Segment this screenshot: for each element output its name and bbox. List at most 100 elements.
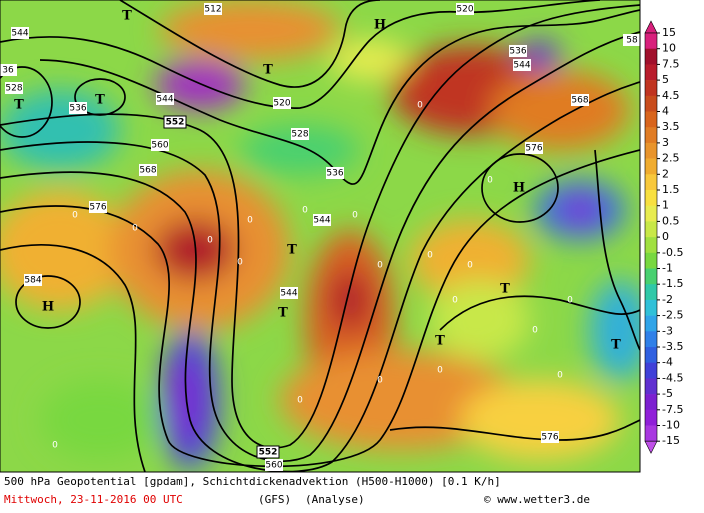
colorbar-label: 1.5	[662, 183, 680, 196]
colorbar-segment	[645, 252, 657, 269]
contour-label: 528	[5, 84, 22, 94]
contour-label: 576	[525, 144, 542, 154]
zero-label: 0	[377, 261, 383, 271]
zero-label: 0	[72, 211, 78, 221]
colorbar-segment	[645, 64, 657, 81]
colorbar-segment	[645, 394, 657, 411]
colorbar-segment	[645, 33, 657, 49]
colorbar-segment	[645, 80, 657, 97]
colorbar-segment	[645, 48, 657, 65]
zero-label: 0	[417, 101, 423, 111]
colorbar-segment	[645, 378, 657, 395]
colorbar-segment	[645, 158, 657, 175]
contour-label-bg	[89, 201, 107, 213]
high-marker: H	[42, 300, 54, 315]
zero-label: 0	[302, 206, 308, 216]
contour-label: 544	[280, 289, 297, 299]
contour-label-bg	[541, 431, 559, 443]
contour-label-bg	[5, 82, 23, 94]
colorbar-label: -1	[662, 262, 673, 275]
contour-label: 520	[456, 5, 473, 15]
colorbar-segment	[645, 174, 657, 191]
zero-label: 0	[437, 366, 443, 376]
contour-label: 560	[151, 141, 168, 151]
colorbar-label: 7.5	[662, 57, 680, 70]
contour-label-bg	[513, 59, 531, 71]
zero-label: 0	[52, 441, 58, 451]
zero-label: 0	[467, 261, 473, 271]
contour-label: 584	[24, 276, 41, 286]
contour-label-bg	[139, 164, 157, 176]
contour-label: 58	[626, 36, 638, 46]
contour-label-bg	[24, 274, 42, 286]
low-marker: T	[287, 243, 297, 258]
contour-label: 536	[69, 104, 86, 114]
contour-label-bg	[204, 3, 222, 15]
contour-label-bg	[623, 34, 640, 46]
contour-label-bg	[509, 45, 527, 57]
colorbar-segment	[645, 409, 657, 426]
colorbar-segment	[645, 127, 657, 144]
colorbar-cap	[644, 440, 658, 454]
zero-label: 0	[532, 326, 538, 336]
colorbar-label: -3.5	[662, 340, 683, 353]
colorbar-label: 0	[662, 230, 669, 243]
colorbar-label: 4	[662, 105, 669, 118]
zero-label: 0	[132, 224, 138, 234]
colorbar-label: -4.5	[662, 371, 683, 384]
contour-label-bg	[11, 27, 29, 39]
contour-label-bg	[273, 97, 291, 109]
contour-label-bg	[525, 142, 543, 154]
colorbar-segment	[645, 205, 657, 222]
zero-label: 0	[427, 251, 433, 261]
colorbar-label: 2.5	[662, 152, 680, 165]
colorbar-segment	[645, 237, 657, 254]
contour-label: 544	[313, 216, 330, 226]
contour-label: 560	[265, 461, 282, 471]
colorbar-segment	[645, 315, 657, 332]
colorbar-segment	[645, 425, 657, 442]
colorbar-label: -3	[662, 324, 673, 337]
contour-label: 544	[156, 95, 173, 105]
footer-date: Mittwoch, 23-11-2016 00 UTC	[4, 493, 183, 506]
high-marker: H	[513, 181, 525, 196]
colorbar-segment	[645, 284, 657, 301]
contour-label-bg	[0, 64, 17, 76]
colorbar-label: -2.5	[662, 309, 683, 322]
contour-label-bg	[156, 93, 174, 105]
colorbar-segment	[645, 331, 657, 348]
contour-label-bg	[265, 459, 283, 471]
colorbar-label: -15	[662, 434, 680, 447]
colorbar-segment	[645, 299, 657, 316]
map-area: 544 512 520 36 528 536 544 552 560 520 528 536 544 56…	[0, 0, 640, 472]
colorbar-segment	[645, 221, 657, 238]
footer-title: 500 hPa Geopotential [gpdam], Schichtdic…	[4, 475, 501, 488]
contour-label: 544	[11, 29, 28, 39]
colorbar-label: 1	[662, 199, 669, 212]
colorbar-segment	[645, 190, 657, 206]
contour-label-bg	[291, 128, 309, 140]
contour-label: 528	[291, 130, 308, 140]
zero-label: 0	[452, 296, 458, 306]
colorbar-label: 2	[662, 167, 669, 180]
zero-label: 0	[352, 211, 358, 221]
low-marker: T	[263, 63, 273, 78]
colorbar-segment	[645, 142, 657, 159]
contour-label-bg	[571, 94, 589, 106]
contour-label-bg	[326, 167, 344, 179]
contour-label: 544	[513, 61, 530, 71]
zero-label: 0	[247, 216, 253, 226]
colorbar-label: 4.5	[662, 89, 680, 102]
footer-credit: © www.wetter3.de	[484, 493, 590, 506]
low-marker: T	[278, 306, 288, 321]
colorbar-label: 5	[662, 73, 669, 86]
colorbar-segment	[645, 362, 657, 379]
colorbar-label: -10	[662, 419, 680, 432]
high-marker: H	[374, 18, 386, 33]
zero-label: 0	[487, 176, 493, 186]
colorbar-label: 0.5	[662, 214, 680, 227]
colorbar-label: -5	[662, 387, 673, 400]
contour-label: 568	[139, 166, 156, 176]
contour-label: 576	[89, 203, 106, 213]
